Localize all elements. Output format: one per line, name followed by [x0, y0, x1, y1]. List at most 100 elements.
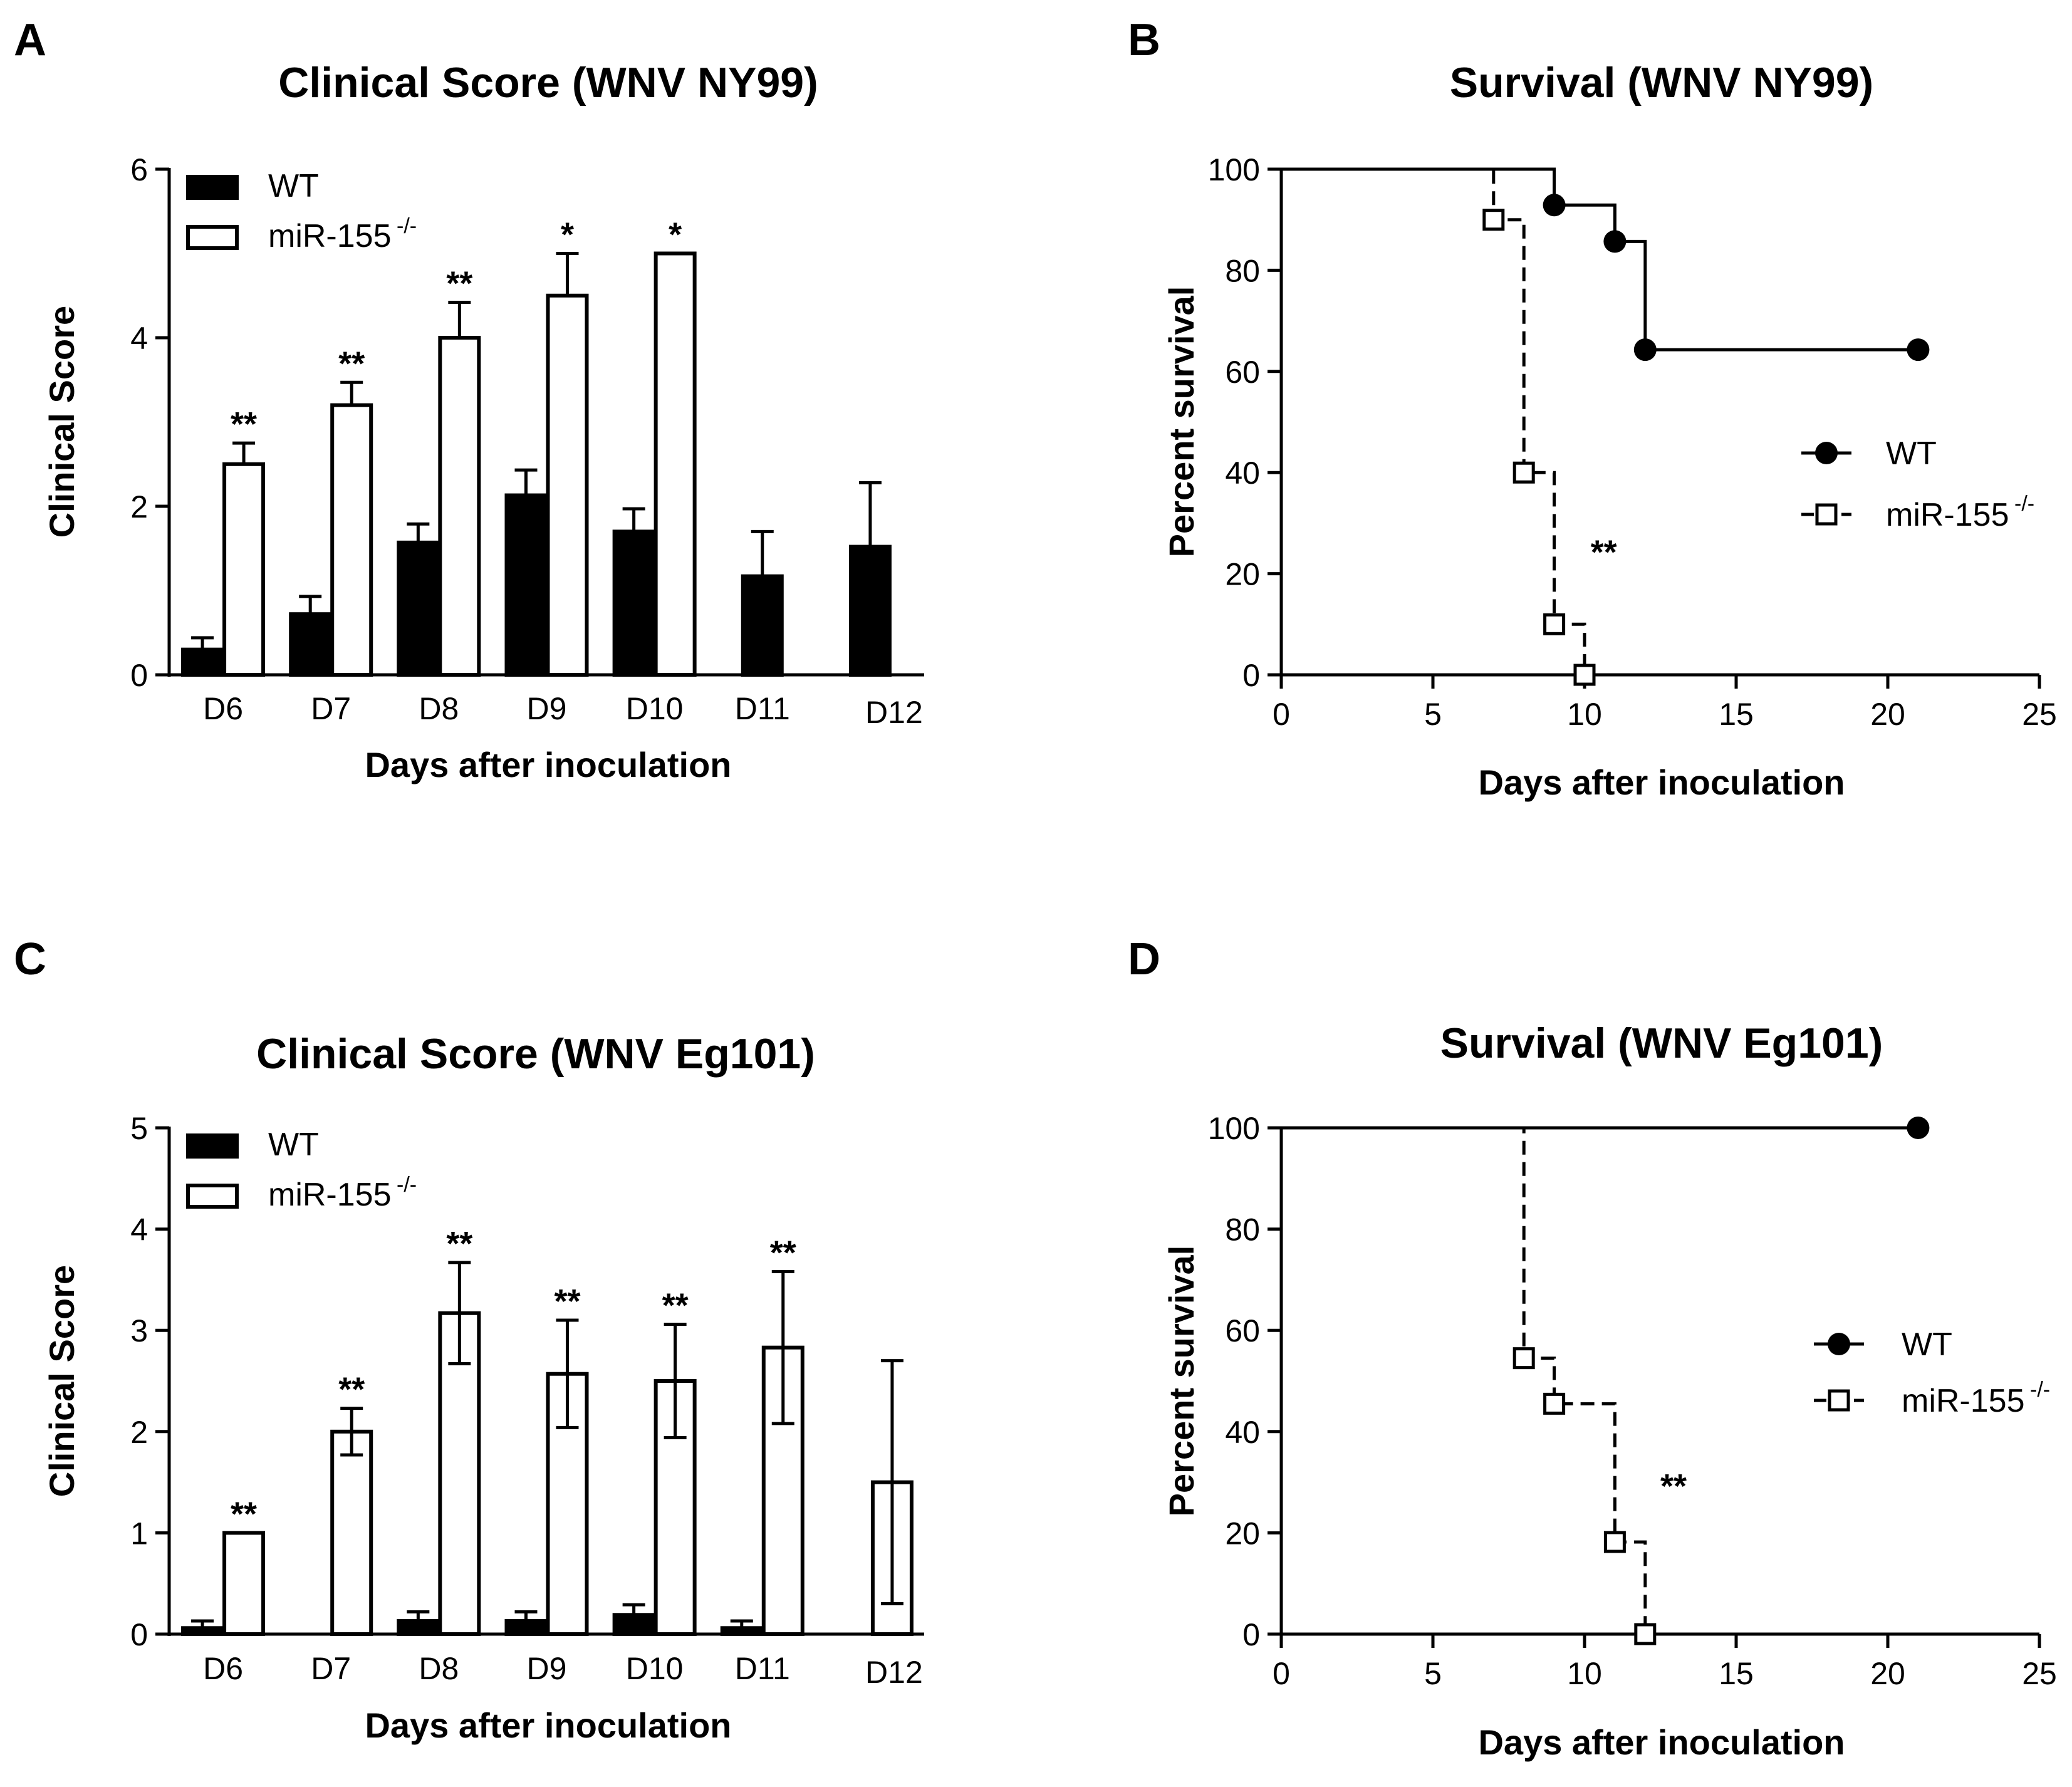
x-tick-label: D7 — [311, 691, 351, 726]
marker-wt — [1907, 1117, 1930, 1139]
bar-mir155 — [330, 403, 373, 677]
legend-swatch-mir155 — [186, 225, 239, 250]
legend-label-mir155: miR-155 — [268, 218, 392, 254]
y-axis-label: Percent survival — [1162, 1246, 1201, 1517]
y-tick-label: 0 — [130, 658, 148, 693]
survival-line-mir155 — [1281, 1126, 1647, 1634]
bar-wt — [397, 1618, 440, 1636]
x-tick-label: 0 — [1273, 697, 1290, 732]
bar-wt — [181, 1626, 224, 1636]
bar-mir155 — [653, 251, 697, 677]
bar-wt — [612, 529, 655, 677]
y-tick-label: 3 — [130, 1313, 148, 1348]
panel-a: A Clinical Score (WNV NY99) Clinical Score… — [14, 15, 924, 784]
y-tick-label: 2 — [130, 1415, 148, 1450]
y-tick-label: 4 — [130, 321, 148, 356]
legend-label-wt: WT — [268, 1127, 319, 1163]
bar-mir155 — [330, 1429, 373, 1637]
x-axis-label: Days after inoculation — [365, 1706, 731, 1745]
x-axis-label: Days after inoculation — [1478, 763, 1845, 802]
x-tick-label: 10 — [1567, 697, 1602, 732]
significance-marker: ** — [338, 1371, 365, 1409]
marker-mir155 — [1543, 1392, 1566, 1415]
marker-wt — [1907, 338, 1930, 362]
y-tick-label: 5 — [130, 1111, 148, 1146]
y-axis-label: Clinical Score — [42, 1265, 81, 1497]
legend-swatch-wt — [186, 1133, 239, 1159]
significance-marker: ** — [231, 1495, 257, 1533]
y-tick-label: 2 — [130, 489, 148, 524]
survival-line-wt — [1281, 167, 1918, 352]
legend-label-mir155: miR-155 — [1902, 1383, 2025, 1419]
bar-mir155 — [546, 293, 589, 677]
legend-label-wt: WT — [1902, 1326, 1952, 1363]
significance-marker: * — [561, 216, 574, 254]
significance-marker: ** — [231, 405, 257, 443]
y-tick-label: 80 — [1225, 253, 1260, 288]
x-tick-label: D12 — [865, 695, 923, 730]
y-tick-label: 40 — [1225, 1415, 1260, 1450]
legend-marker-wt — [1815, 442, 1838, 464]
marker-wt — [1543, 194, 1566, 217]
bar-wt — [612, 1613, 655, 1636]
y-tick-label: 0 — [1242, 658, 1260, 693]
x-tick-label: D7 — [311, 1651, 351, 1686]
marker-wt — [1603, 230, 1627, 253]
x-tick-label: 10 — [1567, 1656, 1602, 1691]
marker-mir155 — [1512, 1347, 1535, 1370]
y-axis-label: Percent survival — [1162, 286, 1201, 558]
bar-wt — [504, 493, 548, 677]
x-tick-label: 25 — [2022, 697, 2057, 732]
significance-marker: ** — [446, 265, 472, 303]
marker-mir155 — [1482, 209, 1505, 231]
bar-mir155 — [438, 336, 481, 677]
y-tick-label: 4 — [130, 1212, 148, 1248]
significance-marker: ** — [662, 1287, 689, 1325]
x-tick-label: D11 — [735, 691, 790, 726]
y-tick-label: 80 — [1225, 1212, 1260, 1248]
chart-title: Survival (WNV NY99) — [1450, 59, 1873, 107]
panel-c: C Clinical Score (WNV Eg101) Clinical Scor… — [14, 934, 924, 1745]
significance-marker: ** — [338, 345, 365, 382]
legend-superscript: -/- — [397, 214, 417, 238]
legend-marker-mir155 — [1828, 1389, 1850, 1412]
y-tick-label: 1 — [130, 1516, 148, 1551]
legend-marker-mir155 — [1815, 503, 1838, 526]
marker-mir155 — [1603, 1531, 1626, 1553]
legend-swatch-mir155 — [186, 1184, 239, 1209]
bar-wt — [181, 647, 224, 677]
significance-marker: ** — [554, 1283, 580, 1320]
legend-superscript: -/- — [2014, 492, 2034, 516]
legend-label-mir155: miR-155 — [1886, 497, 2009, 533]
x-tick-label: 15 — [1719, 697, 1754, 732]
panel-label: C — [14, 934, 46, 984]
legend-superscript: -/- — [2030, 1378, 2050, 1402]
x-tick-label: 5 — [1424, 697, 1442, 732]
panel-b: B Survival (WNV NY99) Percent survival Days… — [1128, 15, 2057, 802]
marker-mir155 — [1543, 613, 1566, 635]
y-tick-label: 0 — [130, 1617, 148, 1652]
panel-label: D — [1128, 934, 1160, 984]
marker-mir155 — [1573, 664, 1596, 686]
legend-label-wt: WT — [268, 168, 319, 204]
y-tick-label: 20 — [1225, 1516, 1260, 1551]
x-tick-label: 15 — [1719, 1656, 1754, 1691]
x-tick-label: 20 — [1870, 697, 1905, 732]
legend-label-wt: WT — [1886, 435, 1937, 472]
legend-marker-wt — [1828, 1333, 1850, 1355]
x-tick-label: D8 — [419, 691, 459, 726]
legend-label-mir155: miR-155 — [268, 1177, 392, 1213]
x-tick-label: D11 — [735, 1651, 790, 1686]
x-tick-label: D12 — [865, 1655, 923, 1690]
chart-title: Clinical Score (WNV Eg101) — [256, 1030, 815, 1078]
y-tick-label: 6 — [130, 152, 148, 187]
bar-wt — [720, 1626, 763, 1636]
significance-marker: * — [669, 216, 682, 254]
panel-label: A — [14, 15, 46, 65]
panel-label: B — [1128, 15, 1160, 65]
x-tick-label: 0 — [1273, 1656, 1290, 1691]
significance-marker: ** — [1660, 1467, 1687, 1505]
marker-mir155 — [1634, 1623, 1657, 1645]
x-tick-label: D10 — [626, 1651, 684, 1686]
